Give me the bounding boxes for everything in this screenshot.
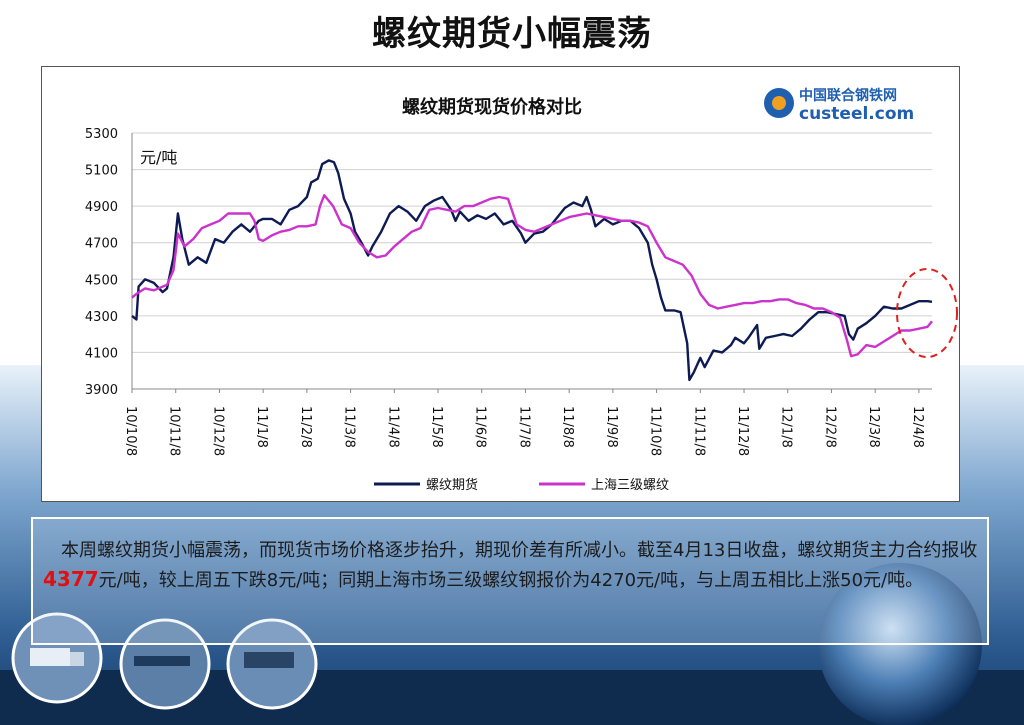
y-tick-label: 5100 xyxy=(85,164,118,179)
x-tick-label: 11/11/8 xyxy=(691,406,706,456)
y-tick-label: 4300 xyxy=(85,310,118,325)
price-comparison-chart: 螺纹期货现货价格对比 中国联合钢铁网 custeel.com 3900 4100 4… xyxy=(85,87,958,493)
x-tick-label: 11/2/8 xyxy=(298,406,313,448)
chart-panel: 螺纹期货现货价格对比 中国联合钢铁网 custeel.com 3900 4100 4… xyxy=(41,66,960,502)
chart-legend: 螺纹期货 上海三级螺纹 xyxy=(374,477,669,493)
x-tick-label: 11/4/8 xyxy=(385,406,400,448)
plot-area: 3900 4100 4300 4500 4700 4900 5100 5300 10/10/8 1… xyxy=(85,127,933,456)
summary-textbox: 本周螺纹期货小幅震荡，而现货市场价格逐步抬升，期现价差有所减小。截至4月13日收… xyxy=(31,517,989,645)
y-tick-label: 4500 xyxy=(85,273,118,288)
x-tick-label: 11/1/8 xyxy=(254,406,269,448)
logo-text-chinese: 中国联合钢铁网 xyxy=(799,87,897,104)
transport-icons xyxy=(11,612,318,710)
summary-paragraph: 本周螺纹期货小幅震荡，而现货市场价格逐步抬升，期现价差有所减小。截至4月13日收… xyxy=(33,519,987,595)
x-tick-label: 10/10/8 xyxy=(123,406,138,456)
x-tick-label: 11/12/8 xyxy=(735,406,750,456)
logo-mark-inner xyxy=(772,96,786,110)
y-tick-label: 4900 xyxy=(85,200,118,215)
y-tick-label: 4700 xyxy=(85,237,118,252)
x-tick-label: 10/11/8 xyxy=(167,406,182,456)
legend-label: 螺纹期货 xyxy=(426,477,478,493)
annotation-circle xyxy=(896,268,958,358)
y-tick-label: 3900 xyxy=(85,383,118,398)
x-tick-label: 11/7/8 xyxy=(516,406,531,448)
y-tick-label: 4100 xyxy=(85,346,118,361)
ship-hull xyxy=(134,656,190,666)
x-tick-label: 11/9/8 xyxy=(604,406,619,448)
x-tick-label: 12/3/8 xyxy=(866,406,881,448)
logo-text-domain: custeel.com xyxy=(799,104,914,124)
chart-title: 螺纹期货现货价格对比 xyxy=(402,96,582,118)
x-tick-label: 12/4/8 xyxy=(910,406,925,448)
truck-cab xyxy=(70,652,84,666)
futures-close-price: 4377 xyxy=(43,567,99,591)
custeel-logo: 中国联合钢铁网 custeel.com xyxy=(764,87,914,124)
y-tick-label: 5300 xyxy=(85,127,118,142)
series-line-spot xyxy=(131,194,933,358)
summary-text-after: 元/吨，较上周五下跌8元/吨；同期上海市场三级螺纹钢报价为4270元/吨，与上周… xyxy=(98,570,924,591)
x-tick-label: 12/1/8 xyxy=(779,406,794,448)
train-body xyxy=(244,652,294,668)
series-line-futures xyxy=(131,159,933,382)
x-tick-label: 11/3/8 xyxy=(342,406,357,448)
legend-label: 上海三级螺纹 xyxy=(591,478,669,493)
truck-body xyxy=(30,648,70,666)
x-tick-label: 11/10/8 xyxy=(648,406,663,456)
unit-label: 元/吨 xyxy=(140,148,177,167)
x-tick-label: 10/12/8 xyxy=(210,406,225,456)
x-tick-label: 12/2/8 xyxy=(822,406,837,448)
x-tick-label: 11/5/8 xyxy=(429,406,444,448)
x-tick-label: 11/8/8 xyxy=(560,406,575,448)
summary-text-before: 本周螺纹期货小幅震荡，而现货市场价格逐步抬升，期现价差有所减小。截至4月13日收… xyxy=(61,540,978,561)
slide-title: 螺纹期货小幅震荡 xyxy=(372,14,652,54)
x-tick-label: 11/6/8 xyxy=(473,406,488,448)
